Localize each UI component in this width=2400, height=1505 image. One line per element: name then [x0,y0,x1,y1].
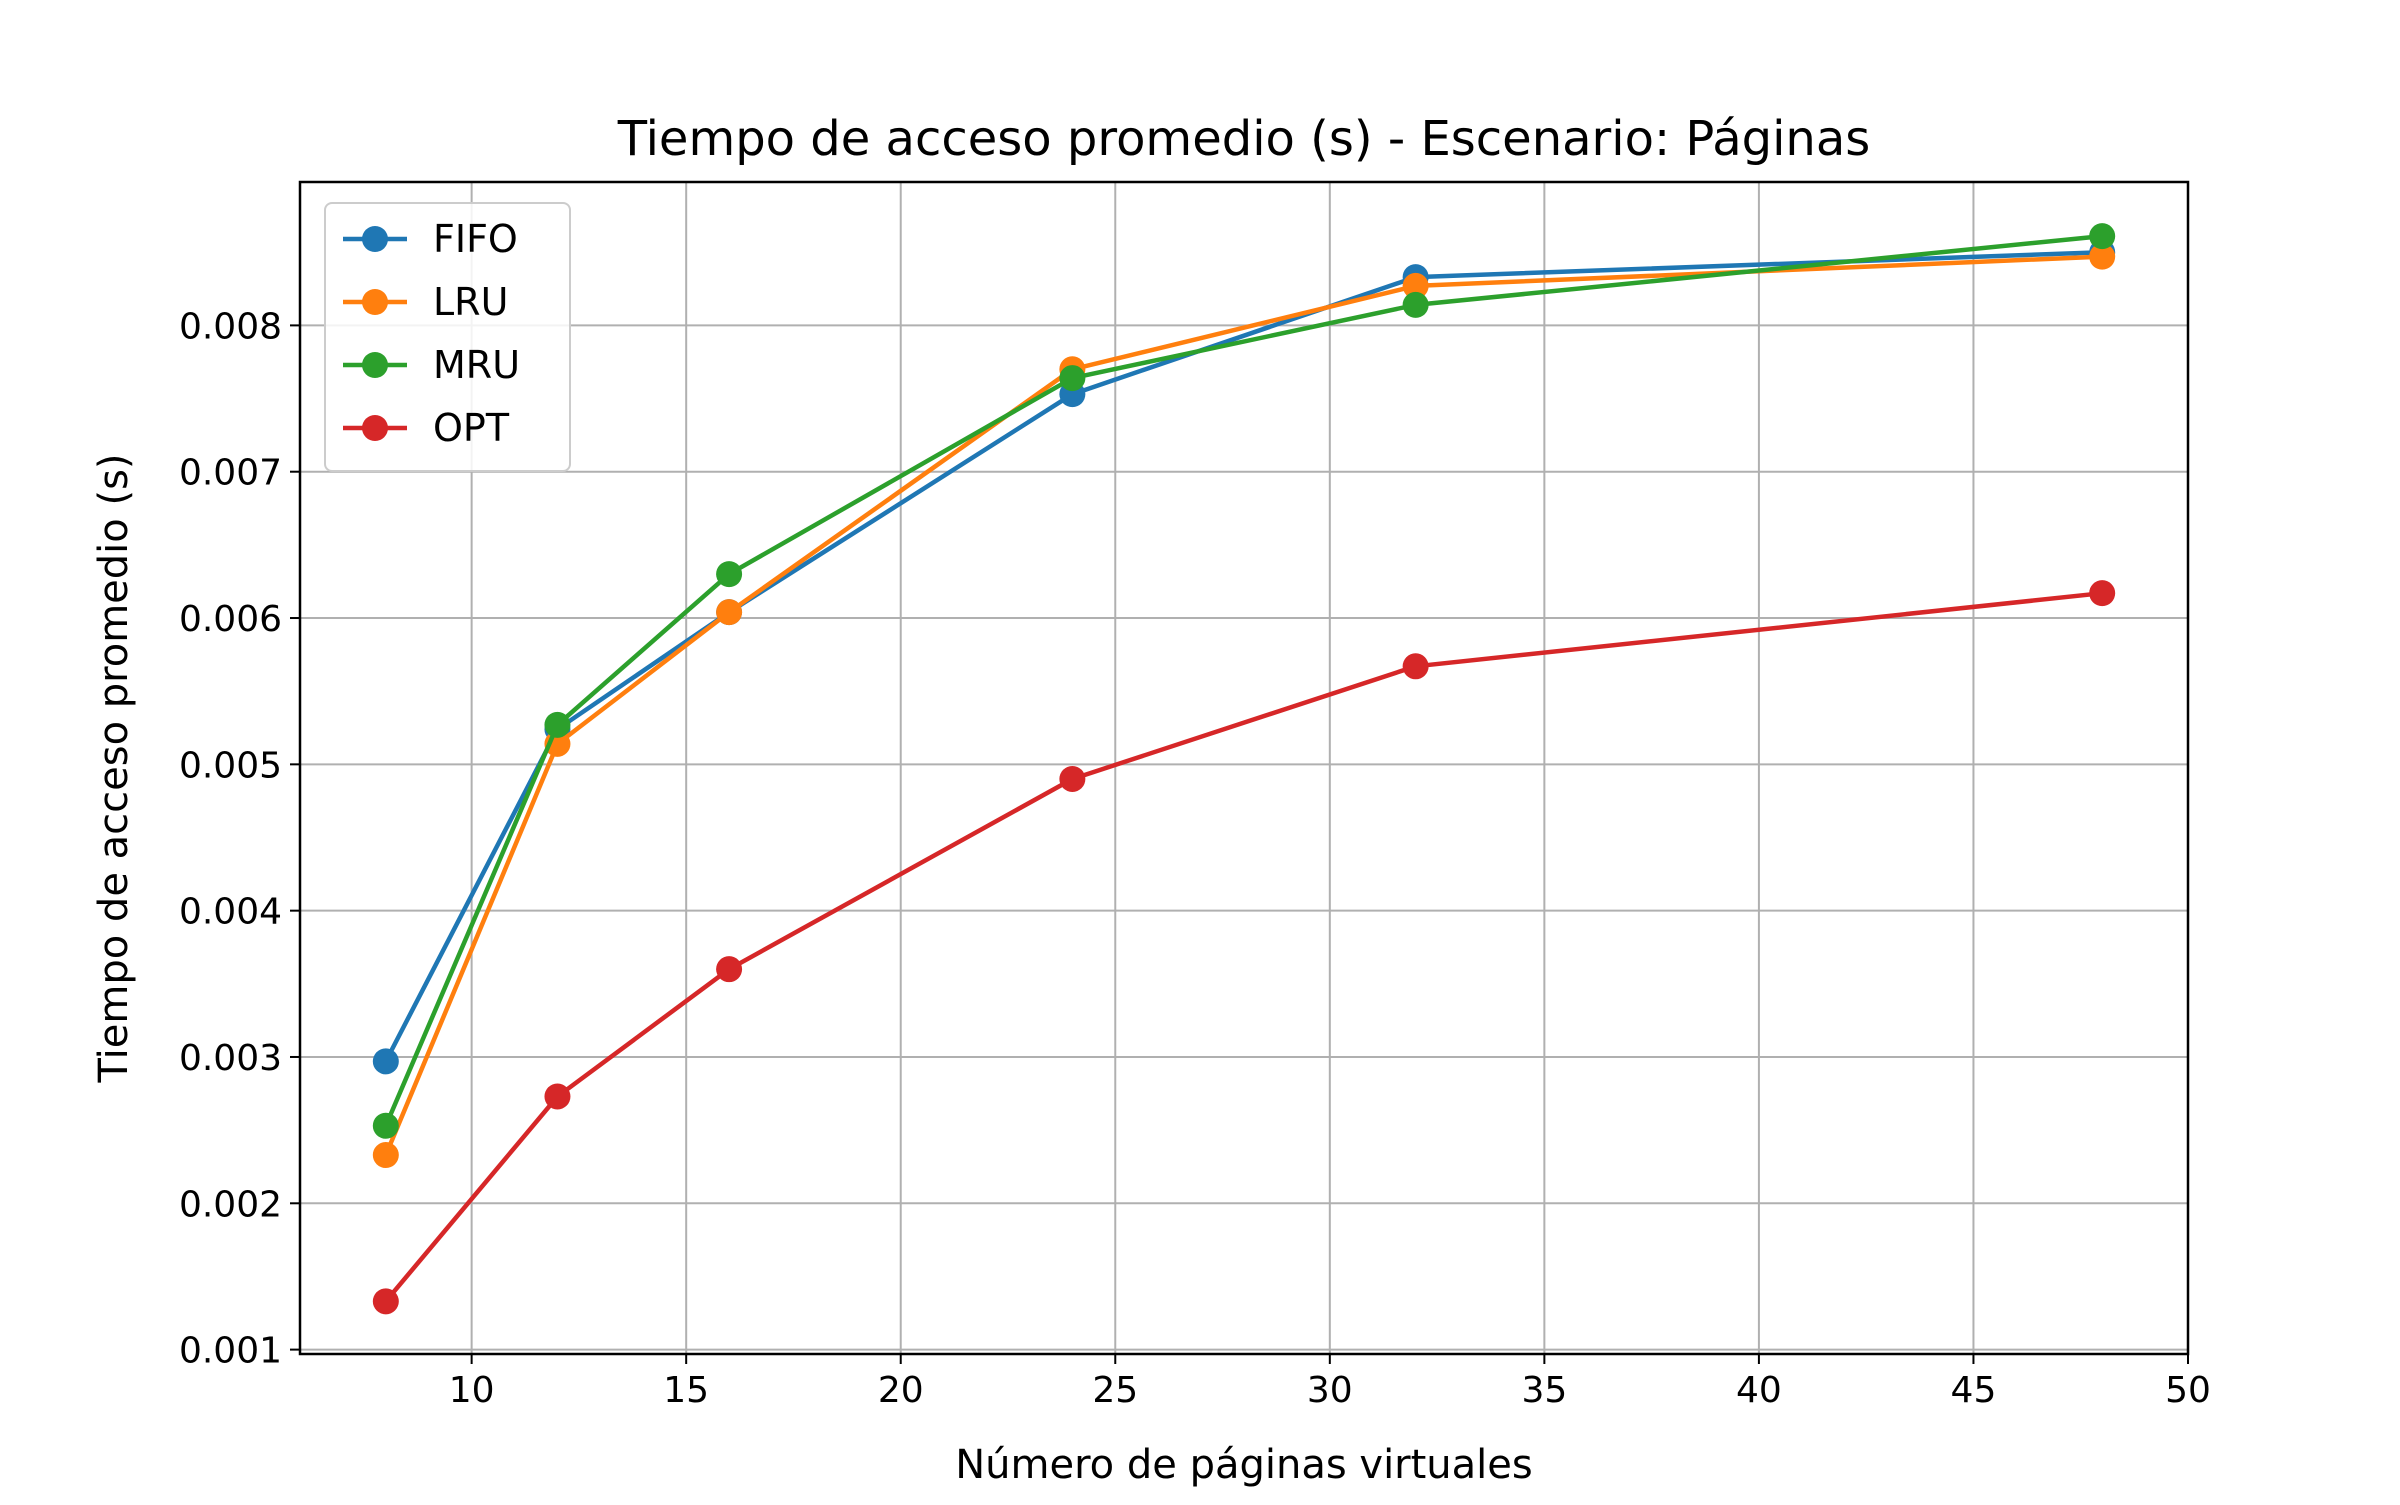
data-point-lru [716,599,743,626]
legend-item-opt: OPT [343,406,510,450]
data-point-fifo [372,1048,399,1075]
x-tick-label: 45 [1951,1370,1997,1411]
data-point-opt [372,1288,399,1315]
y-tick-label: 0.003 [179,1038,282,1079]
y-tick-label: 0.004 [179,892,282,933]
data-point-lru [2089,243,2116,270]
series-opt [372,580,2116,1315]
chart-title: Tiempo de acceso promedio (s) - Escenari… [617,111,1871,167]
x-tick-label: 15 [663,1370,709,1411]
axis-ticks: 10 15 20 25 30 35 40 45 50 0.001 0.002 0.003 0.004 0.… [179,306,2211,1411]
y-tick-label: 0.002 [179,1184,282,1225]
series-mru [372,223,2116,1139]
data-point-opt [1059,765,1086,792]
x-tick-label: 40 [1736,1370,1782,1411]
series-line-mru [383,233,2105,1128]
legend-box [324,202,571,472]
data-point-opt [544,1083,571,1110]
legend-marker-lru [362,289,388,315]
legend-label-fifo: FIFO [433,217,518,261]
y-tick-label: 0.005 [179,745,282,786]
x-tick-label: 35 [1521,1370,1567,1411]
x-tick-label: 10 [449,1370,495,1411]
data-point-mru [2089,223,2116,250]
data-point-opt [2089,580,2116,607]
data-point-mru [544,711,571,738]
legend-marker-opt [362,415,388,441]
data-point-opt [716,956,743,983]
data-point-mru [372,1112,399,1139]
y-axis-label: Tiempo de acceso promedio (s) [91,453,137,1083]
data-point-lru [1402,272,1429,299]
data-point-opt [1402,653,1429,680]
data-point-lru [372,1142,399,1169]
legend-label-opt: OPT [433,406,510,450]
y-tick-label: 0.008 [179,306,282,347]
series-line-lru [383,254,2105,1158]
grid [300,182,2189,1354]
legend-item-mru: MRU [343,343,520,387]
series-line-fifo [383,249,2105,1064]
legend-item-fifo: FIFO [343,217,518,261]
x-axis-label: Número de páginas virtuales [955,1442,1532,1488]
y-tick-label: 0.001 [179,1331,282,1372]
legend-item-lru: LRU [343,280,508,324]
legend: FIFO LRU MRU OPT [324,202,571,472]
data-point-mru [716,561,743,588]
series-layer [372,223,2116,1315]
x-tick-label: 30 [1307,1370,1353,1411]
x-tick-label: 50 [2165,1370,2211,1411]
legend-marker-mru [362,352,388,378]
series-lru [372,243,2116,1169]
series-line-opt [383,590,2105,1304]
plot-area-frame [298,180,2190,1356]
legend-label-lru: LRU [433,280,508,324]
y-tick-label: 0.007 [179,453,282,494]
data-point-mru [1059,365,1086,392]
legend-label-mru: MRU [433,343,520,387]
y-tick-label: 0.006 [179,599,282,640]
data-point-mru [1402,291,1429,318]
x-tick-label: 25 [1092,1370,1138,1411]
legend-marker-fifo [362,226,388,252]
x-tick-label: 20 [878,1370,924,1411]
